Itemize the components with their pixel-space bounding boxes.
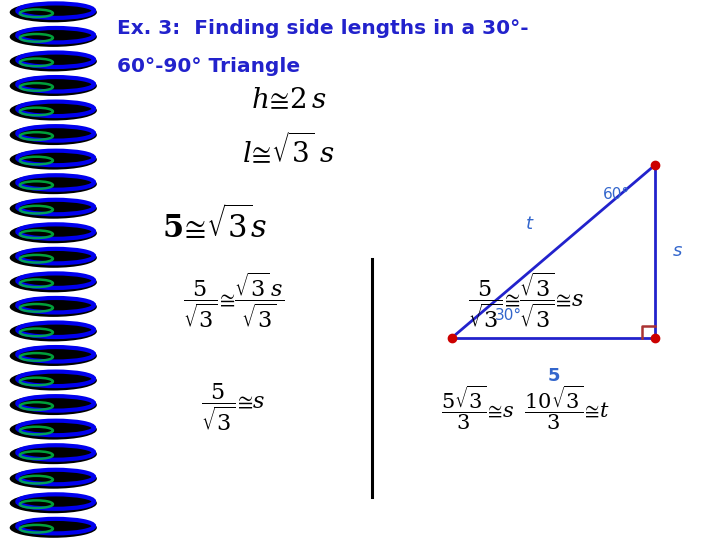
Text: 60°-90° Triangle: 60°-90° Triangle [117, 57, 300, 76]
Text: 5: 5 [547, 367, 560, 385]
Ellipse shape [9, 51, 97, 71]
Ellipse shape [9, 76, 97, 96]
Ellipse shape [9, 297, 97, 317]
Ellipse shape [9, 100, 97, 120]
Ellipse shape [9, 420, 97, 440]
Text: $h\!\cong\! 2\,s$: $h\!\cong\! 2\,s$ [251, 86, 327, 114]
Ellipse shape [9, 493, 97, 513]
Text: $\dfrac{5}{\sqrt{3}}\!\cong\!\dfrac{\sqrt{3}}{\sqrt{3}}\!\cong\! s$: $\dfrac{5}{\sqrt{3}}\!\cong\!\dfrac{\sqr… [468, 270, 585, 329]
Text: $l\!\cong\!\sqrt{3}\;s$: $l\!\cong\!\sqrt{3}\;s$ [243, 133, 336, 170]
Ellipse shape [9, 199, 97, 219]
Ellipse shape [9, 272, 97, 292]
Ellipse shape [9, 469, 97, 489]
Ellipse shape [9, 27, 97, 47]
Text: Ex. 3:  Finding side lengths in a 30°-: Ex. 3: Finding side lengths in a 30°- [117, 19, 528, 38]
Ellipse shape [9, 518, 97, 538]
Ellipse shape [9, 370, 97, 390]
Text: $\mathbf{5}\!\cong\!\sqrt{3}\mathit{s}$: $\mathbf{5}\!\cong\!\sqrt{3}\mathit{s}$ [163, 204, 268, 244]
Ellipse shape [9, 223, 97, 243]
Text: $\dfrac{5}{\sqrt{3}}\!\cong\!\dfrac{\sqrt{3}\,s}{\sqrt{3}}$: $\dfrac{5}{\sqrt{3}}\!\cong\!\dfrac{\sqr… [183, 270, 284, 329]
Ellipse shape [9, 125, 97, 145]
Text: t: t [526, 215, 533, 233]
Text: 30°: 30° [495, 308, 523, 323]
Ellipse shape [9, 321, 97, 341]
Ellipse shape [9, 248, 97, 268]
Text: s: s [672, 242, 682, 260]
Ellipse shape [9, 346, 97, 366]
Ellipse shape [9, 2, 97, 22]
Ellipse shape [9, 444, 97, 464]
Text: 60°: 60° [603, 187, 630, 202]
Ellipse shape [9, 174, 97, 194]
Text: $\dfrac{5\sqrt{3}}{3}\!\cong\! s\;\;\dfrac{10\sqrt{3}}{3}\!\cong\! t$: $\dfrac{5\sqrt{3}}{3}\!\cong\! s\;\;\dfr… [441, 383, 611, 432]
Text: $\dfrac{5}{\sqrt{3}}\!\cong\! s$: $\dfrac{5}{\sqrt{3}}\!\cong\! s$ [202, 382, 266, 434]
Ellipse shape [9, 395, 97, 415]
Ellipse shape [9, 150, 97, 170]
